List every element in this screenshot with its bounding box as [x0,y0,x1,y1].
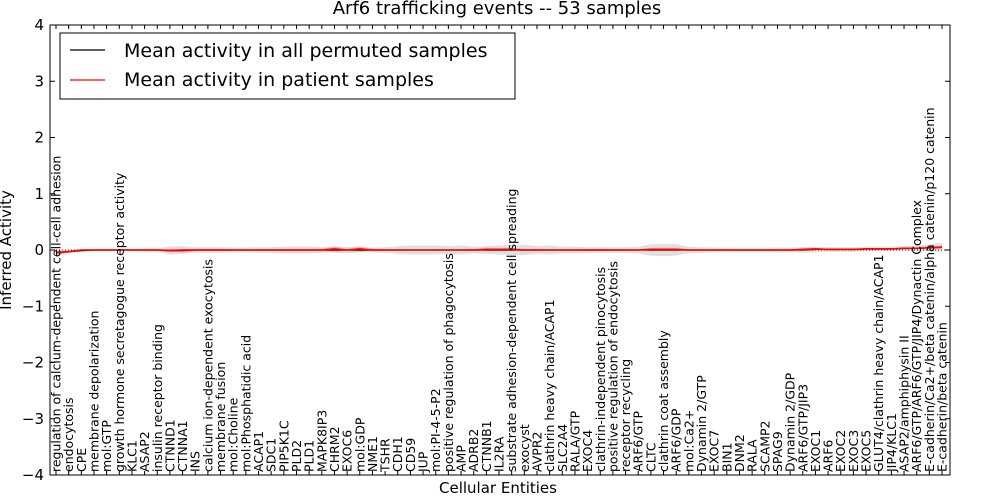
chart-title: Arf6 trafficking events -- 53 samples [333,0,662,19]
category-label: ASAP2/amphiphysin II [897,335,912,472]
category-label: EXOC6 [340,430,355,472]
category-label: GLUT4/clathrin heavy chain/ACAP1 [871,254,886,472]
category-label: EXOC1 [808,430,823,472]
x-axis-ticks [55,25,943,475]
y-tick-label: 3 [34,72,44,90]
y-tick-label: −1 [22,297,44,315]
category-label: mol:Ca2+ [681,410,696,472]
y-tick-label: 2 [34,129,44,147]
category-label: mol:GTP [99,420,114,472]
category-label: endocytosis [61,397,76,472]
y-tick-label: −3 [22,410,44,428]
category-label: Dynamin 2/GTP [694,375,709,472]
category-label: EXOC2 [833,430,848,472]
category-label: SCAMP2 [757,421,772,473]
category-label: PLD1 [302,440,317,472]
category-label: PLD2 [289,440,304,472]
category-label: IL2RA [492,436,507,472]
category-label: DNM2 [732,434,747,472]
category-label: regulation of calcium-dependent cell-cel… [49,156,64,472]
category-label: EXOC5 [859,430,874,472]
category-label: AMP [454,445,469,472]
category-label: EXOC4 [580,430,595,472]
category-label: RALA/GTP [567,410,582,472]
category-label: EXOC3 [846,430,861,472]
category-label: ARF6/GTP/ARF6/GTP/JIP4/Dynactin Complex [909,200,924,472]
category-label: ARF6/GDP [669,408,684,472]
category-label: CPE [74,448,89,472]
series-line-patient [55,246,943,254]
y-axis-label: Inferred Activity [0,190,15,310]
category-label: clathrin coat assembly [656,330,671,472]
category-label: INS [188,451,203,472]
category-label: CDH1 [390,436,405,472]
category-label: clathrin-independent pinocytosis [593,267,608,472]
y-axis-ticks: −4 −3 −2 −1 0 1 2 3 4 [22,16,950,484]
category-label: Dynamin 2/GDP [783,372,798,472]
y-tick-label: 1 [34,185,44,203]
y-tick-label: 4 [34,16,44,34]
category-label: insulin receptor binding [150,324,165,472]
category-label: SPAG9 [770,431,785,472]
category-label: CTNNA1 [175,420,190,472]
y-tick-label: −4 [22,466,44,484]
category-label: mol:Choline [226,397,241,472]
category-label: NME1 [365,436,380,472]
category-label: E-cadherin/beta catenin [935,322,950,472]
category-label: BIN1 [719,442,734,472]
category-label: positive regulation of phagocytosis [441,253,456,472]
legend-label-permuted: Mean activity in all permuted samples [124,40,487,62]
legend[interactable]: Mean activity in all permuted samples Me… [59,32,516,100]
legend-label-patient: Mean activity in patient samples [124,69,434,91]
category-label: membrane fusion [213,362,228,472]
category-label: mol:Phosphatidic acid [238,335,253,472]
category-label: ARF6 [821,440,836,472]
category-label: SDC1 [264,438,279,472]
category-label: AVPR2 [530,432,545,472]
category-label: JUP [416,451,431,473]
category-label: CTNND1 [162,419,177,472]
category-label: ARF6/GTP/JIP3 [795,384,810,472]
category-label: CD59 [403,438,418,472]
category-label: mol:GDP [352,417,367,472]
category-label: growth hormone secretagogue receptor act… [112,172,127,472]
category-label: ADRB2 [466,429,481,472]
category-label: ACAP1 [251,431,266,472]
category-label: exocyst [517,424,532,472]
category-label: calcium ion-dependent exocytosis [200,259,215,472]
category-label: CTNNB1 [479,420,494,472]
category-label: CLTC [643,442,658,472]
y-tick-label: 0 [34,241,44,259]
category-label: JIP4/KLC1 [884,413,899,473]
category-label: CHRM2 [327,426,342,472]
category-label: RALA [745,439,760,472]
legend-box [59,32,516,100]
category-label: KLC1 [124,440,139,472]
category-label: ARF6/GTP [631,411,646,472]
category-label: receptor recycling [618,359,633,472]
category-label: mol:PI-4-5-P2 [428,388,443,472]
category-labels: regulation of calcium-dependent cell-cel… [49,107,950,473]
category-label: E-cadherin/Ca2+/beta catenin/alpha caten… [922,107,937,472]
category-label: EXOC7 [707,430,722,472]
category-label: membrane depolarization [87,311,102,472]
category-label: TSHR [378,438,393,473]
category-label: ASAP2 [137,431,152,472]
category-label: MAPK8IP3 [314,410,329,472]
series-lines [55,246,943,254]
y-tick-label: −2 [22,354,44,372]
x-axis-label: Cellular Entities [439,479,557,497]
category-label: PIP5K1C [276,420,291,472]
category-label: clathrin heavy chain/ACAP1 [542,299,557,472]
category-label: SLC2A4 [555,424,570,472]
category-label: substrate adhesion-dependent cell spread… [504,189,519,472]
category-label: positive regulation of endocytosis [605,261,620,472]
